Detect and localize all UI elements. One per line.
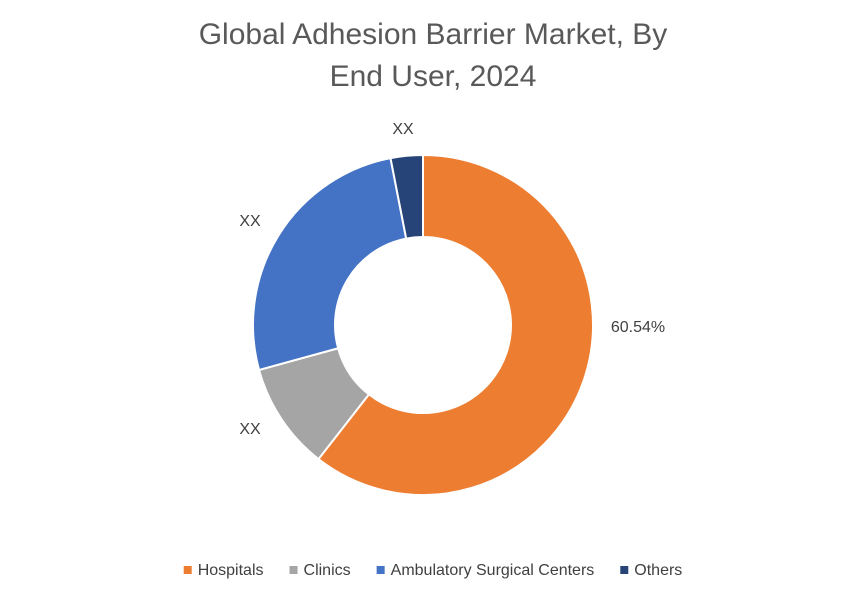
donut-slice <box>389 153 424 240</box>
legend-swatch <box>183 566 192 574</box>
data-label: XX <box>239 421 261 438</box>
data-label: XX <box>239 213 261 230</box>
donut-slice <box>252 156 408 372</box>
data-label: 60.54% <box>611 319 665 336</box>
legend-label: Hospitals <box>198 562 264 579</box>
legend-swatch <box>376 566 385 574</box>
legend-label: Clinics <box>304 562 351 579</box>
legend-label: Others <box>634 562 682 579</box>
legend-label: Ambulatory Surgical Centers <box>391 562 595 579</box>
donut-slice <box>317 153 594 496</box>
chart-title: Global Adhesion Barrier Market, By End U… <box>198 18 668 93</box>
data-label: XX <box>392 121 414 138</box>
legend-swatch <box>289 566 298 574</box>
legend-swatch <box>620 566 629 574</box>
